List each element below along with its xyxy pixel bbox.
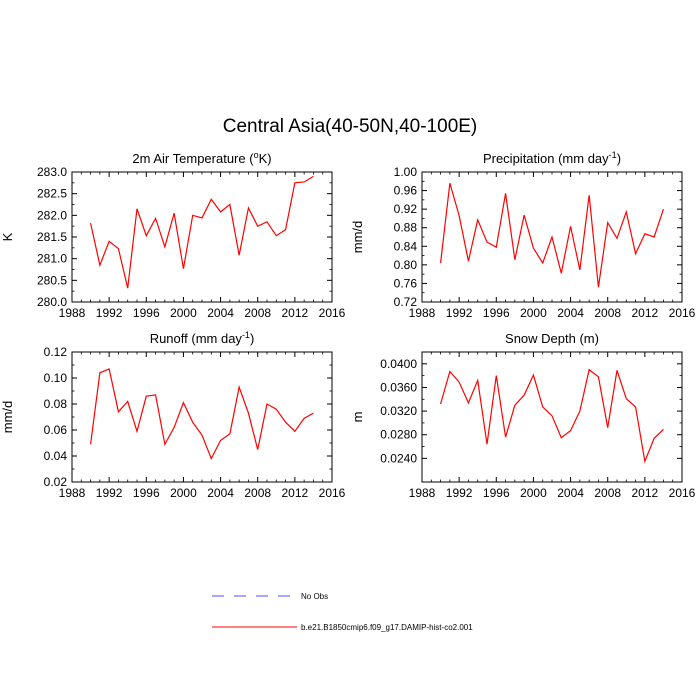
x-tick-label: 2016 [319,486,346,500]
panel-title-end: ) [617,151,621,166]
legend: No Obs b.e21.B1850cmip6.f09_g17.DAMIP-his… [212,592,473,632]
x-tick-label: 2000 [520,306,547,320]
y-tick-label: 0.12 [44,345,68,359]
x-tick-label: 2004 [207,306,234,320]
chart-panel-snow-depth: 1988 1992 1996 2000 2004 2008 2012 2016 0.0240 0.… [350,331,696,500]
y-tick-label: 0.06 [44,423,68,437]
x-tick-label: 2016 [319,306,346,320]
series-line [89,368,314,461]
x-tick-label: 2000 [170,486,197,500]
x-tick-label: 2008 [594,306,621,320]
panel-title: 2m Air Temperature (oK) [132,150,271,166]
x-tick-label: 1988 [409,486,436,500]
y-tick-label: 0.80 [394,258,418,272]
y-tick-label: 0.0280 [380,428,417,442]
x-tick-label: 2012 [632,486,659,500]
y-tick-label: 0.96 [394,184,418,198]
x-tick-label: 1988 [59,486,86,500]
x-tick-label: 2012 [282,306,309,320]
x-tick-label: 1988 [409,306,436,320]
panel-title-superscript: -1 [609,150,617,160]
y-tick-label: 282.5 [37,187,67,201]
x-tick-label: 2012 [282,486,309,500]
y-tick-label: 282.0 [37,208,67,222]
panel-title-superscript: -1 [242,330,250,340]
y-tick-label: 0.02 [44,475,68,489]
x-tick-label: 1996 [483,306,510,320]
x-tick-label: 2008 [244,306,271,320]
y-tick-label: 0.92 [394,202,418,216]
y-tick-label: 281.5 [37,230,67,244]
legend-label: No Obs [301,592,328,601]
x-tick-label: 2016 [669,486,696,500]
y-tick-label: 281.0 [37,252,67,266]
y-axis-label: mm/d [350,221,365,254]
panel-title: Snow Depth (m) [505,331,599,346]
x-tick-label: 2000 [170,306,197,320]
y-tick-label: 0.0320 [380,404,417,418]
x-tick-label: 1992 [446,486,473,500]
y-tick-label: 0.84 [394,239,418,253]
panel-title-main: Runoff (mm day [150,331,243,346]
y-tick-label: 0.04 [44,449,68,463]
series-line [439,368,664,464]
panel-title-main: 2m Air Temperature ( [132,151,254,166]
x-tick-label: 1996 [133,306,160,320]
figure-title: Central Asia(40-50N,40-100E) [222,116,478,137]
chart-panel-runoff: 1988 1992 1996 2000 2004 2008 2012 2016 0.02 0.04… [0,330,346,500]
x-tick-label: 1992 [96,306,123,320]
y-tick-label: 0.76 [394,276,418,290]
x-tick-label: 2012 [632,306,659,320]
y-tick-label: 0.72 [394,295,418,309]
panel-title: Precipitation (mm day-1) [483,150,621,166]
plot-frame [71,351,333,483]
x-tick-label: 1992 [96,486,123,500]
series-line [439,182,664,288]
y-tick-label: 283.0 [37,165,67,179]
chart-panel-precipitation: 1988 1992 1996 2000 2004 2008 2012 2016 0.72 0.76… [350,150,696,320]
panel-title-end: K) [259,151,272,166]
y-tick-label: 1.00 [394,165,418,179]
x-tick-label: 1988 [59,306,86,320]
chart-panel-temperature: 1988 1992 1996 2000 2004 2008 2012 2016 280.0 280… [0,150,346,320]
x-tick-label: 2004 [557,486,584,500]
y-axis-label: K [0,232,15,241]
x-tick-label: 2008 [594,486,621,500]
y-tick-label: 280.5 [37,273,67,287]
x-tick-label: 2000 [520,486,547,500]
y-tick-label: 0.88 [394,221,418,235]
panel-title: Runoff (mm day-1) [150,330,255,346]
x-tick-label: 1996 [483,486,510,500]
legend-label: b.e21.B1850cmip6.f09_g17.DAMIP-hist-co2.… [301,623,473,632]
panel-title-main: Snow Depth (m) [505,331,599,346]
series-line [89,175,314,289]
panel-title-end: ) [250,331,254,346]
panel-title-superscript: o [254,150,259,160]
x-tick-label: 1992 [446,306,473,320]
y-tick-label: 0.0400 [380,357,417,371]
x-tick-label: 2016 [669,306,696,320]
y-axis-label: m [350,412,365,423]
x-tick-label: 2004 [557,306,584,320]
panel-title-main: Precipitation (mm day [483,151,609,166]
x-tick-label: 1996 [133,486,160,500]
y-axis-label: mm/d [0,401,15,434]
y-tick-label: 0.0360 [380,380,417,394]
x-tick-label: 2008 [244,486,271,500]
y-tick-label: 0.10 [44,371,68,385]
y-tick-label: 280.0 [37,295,67,309]
y-tick-label: 0.08 [44,397,68,411]
y-tick-label: 0.0240 [380,451,417,465]
x-tick-label: 2004 [207,486,234,500]
